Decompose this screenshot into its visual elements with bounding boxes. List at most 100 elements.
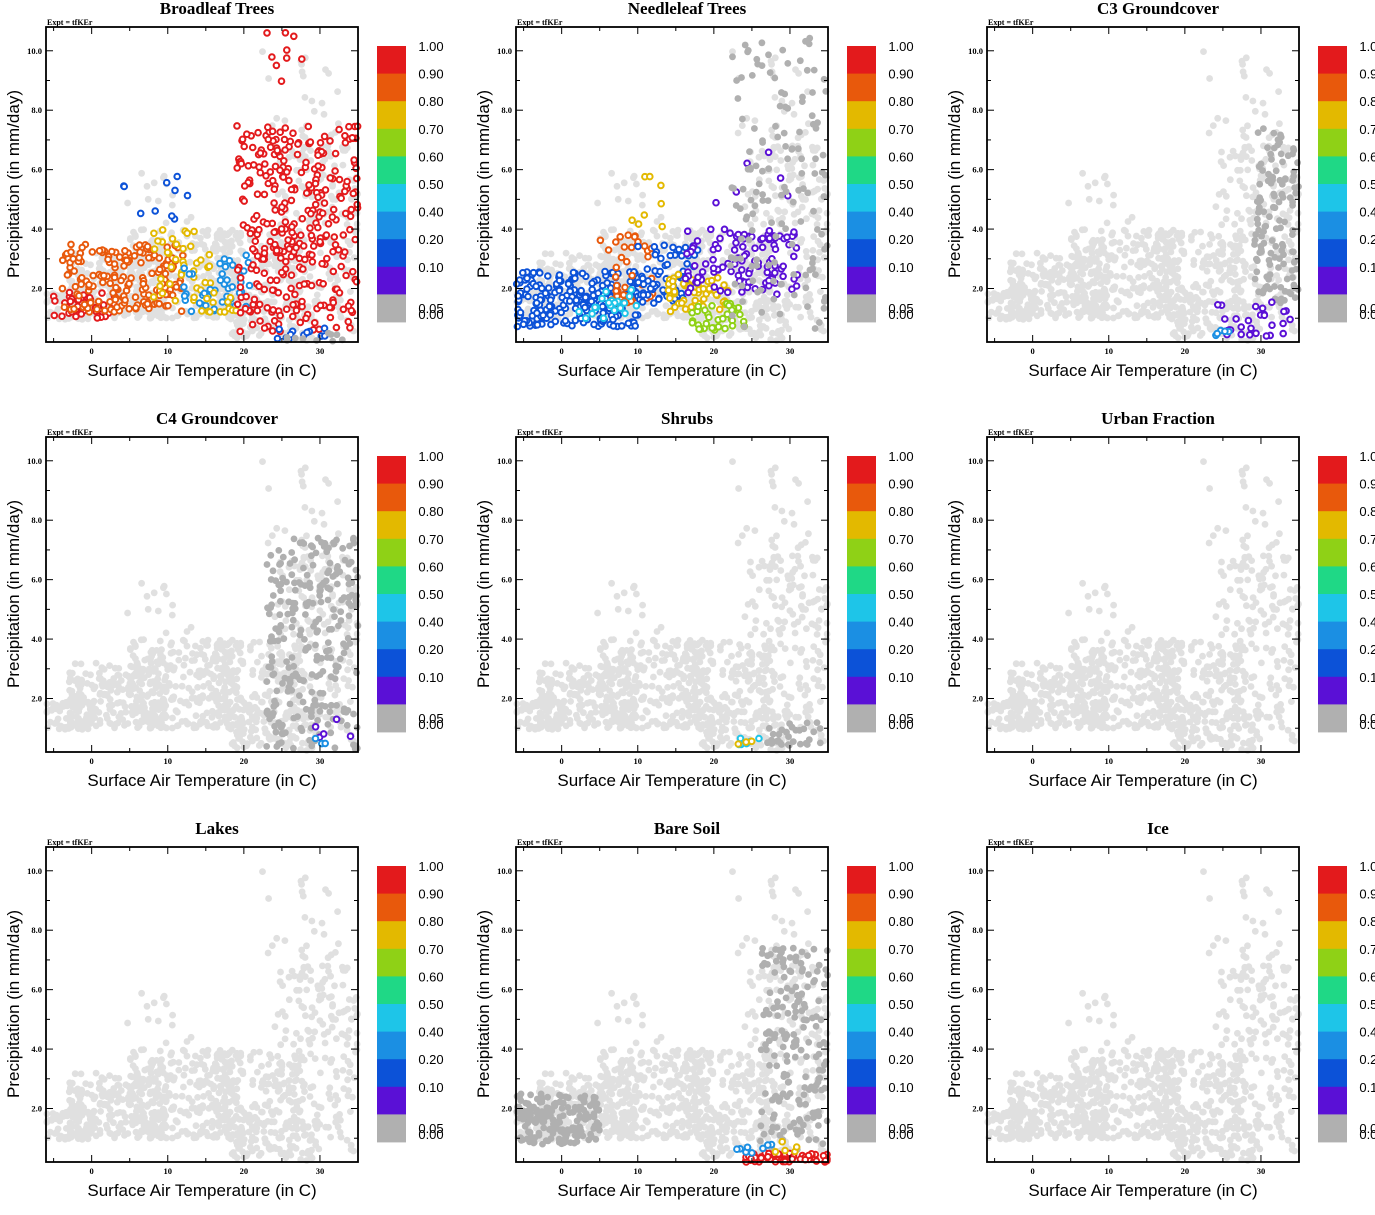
data-point [290, 302, 296, 308]
data-point [567, 298, 573, 304]
data-point [641, 292, 647, 298]
data-point [704, 321, 710, 327]
colorbar-swatch [1318, 156, 1347, 184]
data-point [589, 287, 595, 293]
background-point [1033, 274, 1040, 281]
background-point [1215, 233, 1222, 240]
data-point [728, 269, 734, 275]
background-point [1000, 290, 1007, 297]
background-point [124, 200, 131, 207]
x-tick-label: 0 [1031, 346, 1035, 356]
data-point [651, 300, 657, 306]
data-point [282, 137, 288, 143]
data-point [778, 220, 785, 227]
data-point [303, 316, 309, 322]
data-point [1233, 316, 1239, 322]
data-point [684, 261, 690, 267]
colorbar-swatch [847, 156, 876, 184]
background-point [1133, 233, 1140, 240]
background-point [282, 193, 289, 200]
background-point [1008, 265, 1015, 272]
background-point [774, 207, 781, 214]
data-point [753, 256, 760, 263]
background-point [259, 48, 266, 55]
background-point [1170, 227, 1177, 234]
data-point [117, 254, 123, 260]
data-point [545, 273, 551, 279]
background-point [1032, 288, 1039, 295]
data-point [1279, 191, 1286, 198]
data-point [558, 310, 564, 316]
data-point [346, 319, 352, 325]
data-point [141, 281, 147, 287]
background-point [1206, 75, 1213, 82]
data-point [82, 302, 88, 308]
background-point [650, 227, 657, 234]
data-point [722, 326, 728, 332]
colorbar-label: 0.40 [1359, 205, 1375, 220]
data-point [780, 264, 786, 270]
data-point [1290, 147, 1297, 154]
background-point [1110, 202, 1117, 209]
background-point [772, 94, 779, 101]
background-point [1206, 241, 1213, 248]
background-point [763, 299, 770, 306]
background-point [1092, 179, 1099, 186]
colorbar-label: 0.00 [418, 307, 443, 322]
background-point [735, 130, 742, 137]
data-point [679, 300, 685, 306]
data-point [301, 243, 307, 249]
data-point [602, 269, 608, 275]
colorbar-swatch [847, 239, 876, 267]
background-point [582, 255, 589, 262]
background-point [608, 226, 615, 233]
data-point [1265, 171, 1272, 178]
data-point [634, 303, 640, 309]
data-point [1267, 261, 1274, 268]
data-point [739, 116, 746, 123]
background-point [1074, 263, 1081, 270]
background-point [815, 214, 822, 221]
experiment-label: Expt = tfKEr [47, 428, 93, 437]
data-point [261, 256, 267, 262]
background-point [1210, 291, 1217, 298]
background-point [311, 108, 318, 115]
colorbar-label: 0.90 [1359, 67, 1375, 82]
data-point [218, 277, 224, 283]
data-point [250, 145, 256, 151]
background-point [1085, 183, 1092, 190]
background-point [993, 295, 1000, 302]
data-point [784, 105, 791, 112]
background-point [1107, 272, 1114, 279]
data-point [60, 258, 66, 264]
data-point [770, 278, 777, 285]
x-tick-label: 10 [1105, 346, 1114, 356]
data-point [1214, 331, 1220, 337]
data-point [322, 134, 328, 140]
data-point [334, 331, 341, 338]
data-point [546, 285, 552, 291]
colorbar-label: 0.80 [888, 94, 913, 109]
data-point [121, 184, 127, 190]
background-point [633, 181, 640, 188]
data-point [126, 281, 132, 287]
data-point [324, 256, 330, 262]
background-point [1177, 296, 1184, 303]
data-point [242, 183, 248, 189]
background-point [1096, 198, 1103, 205]
background-point [1135, 274, 1142, 281]
background-point [818, 326, 825, 333]
data-point [222, 256, 228, 262]
data-point [1294, 159, 1301, 166]
data-point [264, 30, 270, 36]
background-point [1158, 263, 1165, 270]
background-point [1181, 310, 1188, 317]
background-point [1180, 248, 1187, 255]
background-point [625, 198, 632, 205]
background-point [1104, 220, 1111, 227]
data-point [211, 290, 217, 296]
background-point [1239, 61, 1246, 68]
background-point [1069, 271, 1076, 278]
data-point [169, 213, 175, 219]
colorbar: 1.000.900.800.700.600.500.400.200.100.05… [847, 39, 914, 322]
